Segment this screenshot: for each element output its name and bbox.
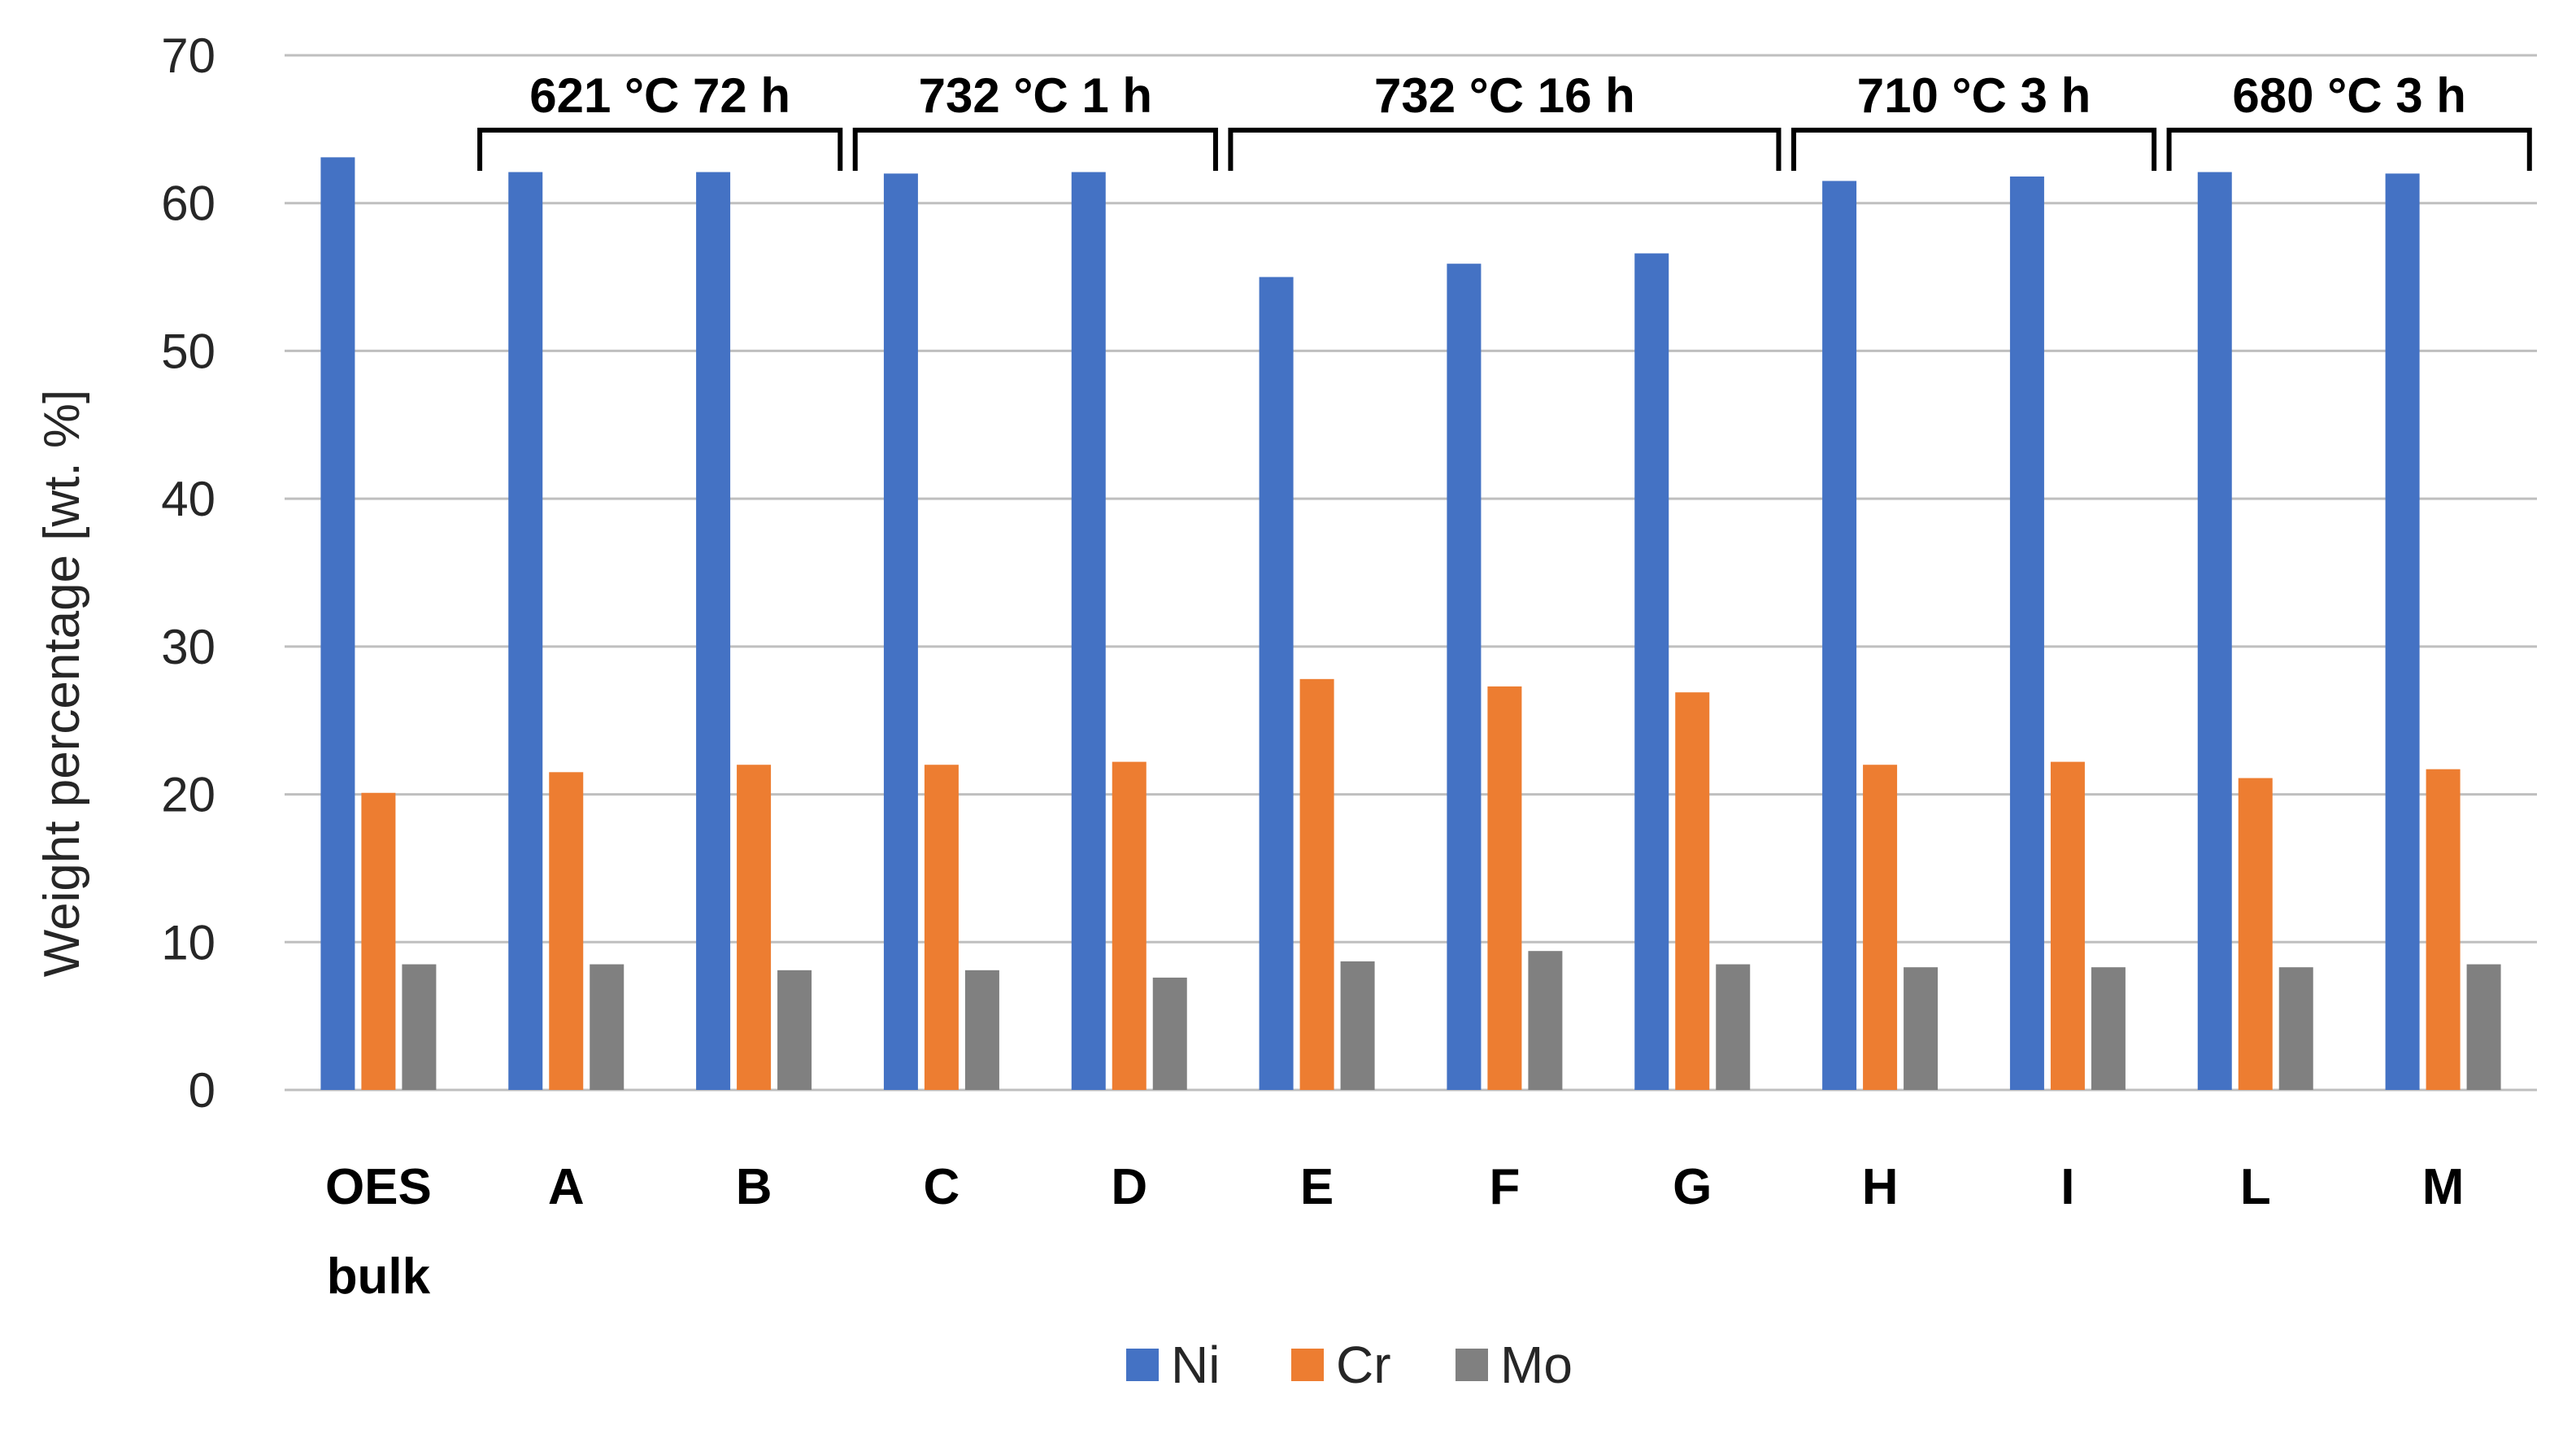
y-tick-label: 0 [189, 1063, 215, 1118]
group-label: 680 °C 3 h [2232, 68, 2465, 123]
category-label: D [1111, 1159, 1147, 1215]
category-label: M [2422, 1159, 2465, 1215]
group-bracket [1791, 128, 2157, 171]
group-label: 710 °C 3 h [1857, 68, 2091, 123]
bar-ni [1822, 181, 1857, 1090]
legend-label-cr: Cr [1336, 1336, 1391, 1394]
bar-mo [964, 970, 999, 1090]
category-label: OES [325, 1159, 432, 1215]
bar-mo [2278, 967, 2313, 1090]
y-tick-label: 50 [161, 324, 215, 378]
bar-ni [2385, 173, 2420, 1090]
bar-cr [1299, 678, 1334, 1090]
y-tick-label: 40 [161, 472, 215, 526]
bar-mo [2091, 967, 2126, 1090]
bar-cr [2238, 778, 2273, 1090]
group-bracket [477, 128, 843, 171]
bars [320, 157, 2501, 1091]
y-tick-label: 10 [161, 915, 215, 970]
bar-mo [1716, 964, 1751, 1090]
bar-cr [2426, 769, 2461, 1090]
category-label: G [1673, 1159, 1712, 1215]
bar-mo [1528, 951, 1563, 1090]
bar-mo [402, 964, 437, 1090]
bar-mo [1904, 967, 1939, 1090]
bar-cr [1863, 765, 1898, 1090]
bar-mo [1152, 977, 1187, 1090]
bar-cr [1487, 686, 1522, 1090]
y-tick-label: 30 [161, 620, 215, 674]
bar-ni [696, 172, 731, 1090]
bar-ni [508, 172, 543, 1090]
bar-cr [1675, 692, 1710, 1090]
bar-ni [1634, 253, 1669, 1091]
bar-cr [2050, 761, 2085, 1090]
bar-cr [737, 765, 772, 1090]
bar-cr [924, 765, 959, 1090]
group-bracket [2166, 128, 2532, 171]
legend-swatch-cr [1291, 1349, 1324, 1381]
category-label: L [2240, 1159, 2271, 1215]
legend: Ni Cr Mo [1126, 1336, 1573, 1394]
x-axis-categories: OES bulk A B C D E F G H I L M [325, 1159, 2464, 1305]
legend-swatch-mo [1456, 1349, 1488, 1381]
bar-cr [1112, 761, 1147, 1090]
group-label: 732 °C 1 h [919, 68, 1152, 123]
category-label: I [2060, 1159, 2074, 1215]
group-label: 732 °C 16 h [1374, 68, 1635, 123]
category-label: B [736, 1159, 772, 1215]
bar-mo [777, 970, 812, 1090]
category-label: H [1862, 1159, 1899, 1215]
bar-cr [549, 772, 584, 1090]
group-brackets: 621 °C 72 h 732 °C 1 h 732 °C 16 h 710 °C 3… [477, 68, 2532, 171]
bar-mo [1340, 961, 1375, 1090]
y-axis-title: Weight percentage [wt. %] [34, 390, 90, 978]
legend-label-ni: Ni [1171, 1336, 1220, 1394]
category-label: E [1300, 1159, 1334, 1215]
bar-ni [1259, 277, 1294, 1091]
y-tick-label: 20 [161, 768, 215, 822]
group-bracket [852, 128, 1218, 171]
bar-ni [1071, 172, 1106, 1090]
bar-cr [361, 792, 396, 1090]
category-label: bulk [327, 1249, 431, 1305]
bar-ni [2009, 177, 2044, 1090]
category-label: A [548, 1159, 585, 1215]
bar-ni [1447, 264, 1482, 1090]
gridlines [285, 54, 2537, 1092]
bar-ni [883, 173, 918, 1090]
bar-ni [320, 157, 355, 1091]
bar-mo [2466, 964, 2501, 1090]
bar-ni [2197, 172, 2232, 1090]
category-label: C [924, 1159, 960, 1215]
y-tick-label: 70 [161, 28, 215, 83]
legend-swatch-ni [1126, 1349, 1159, 1381]
legend-label-mo: Mo [1500, 1336, 1573, 1394]
group-label: 621 °C 72 h [529, 68, 790, 123]
y-tick-label: 60 [161, 177, 215, 231]
category-label: F [1489, 1159, 1520, 1215]
y-axis-ticks: 0 10 20 30 40 50 60 70 [161, 28, 215, 1118]
group-bracket [1228, 128, 1782, 171]
bar-mo [590, 964, 624, 1090]
